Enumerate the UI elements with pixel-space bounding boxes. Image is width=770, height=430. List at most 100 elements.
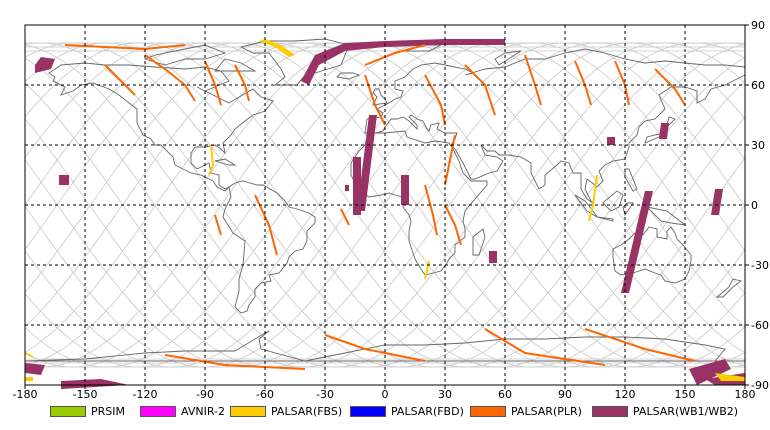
swath: [35, 57, 55, 73]
legend-swatch: [592, 405, 628, 417]
coastline: [596, 216, 614, 222]
legend-label: PALSAR(FBD): [391, 404, 464, 418]
swath: [301, 39, 505, 85]
swath-track: [584, 328, 696, 362]
y-tick-label: 0: [751, 199, 758, 212]
legend-swatch: [470, 405, 506, 417]
x-tick-label: -90: [196, 388, 214, 401]
swath-track: [654, 68, 686, 106]
legend: PRSIM AVNIR-2 PALSAR(FBS) PALSAR(FBD) PALSAR…: [0, 400, 770, 422]
y-tick-label: -30: [751, 259, 769, 272]
orbit-track: [24, 42, 746, 368]
coastline: [602, 190, 624, 212]
x-tick-label: 180: [735, 388, 756, 401]
coastline: [372, 88, 388, 106]
legend-item: PALSAR(WB1/WB2): [592, 404, 738, 418]
y-tick-label: 60: [751, 79, 765, 92]
swath-track: [424, 184, 438, 236]
legend-swatch: [50, 405, 86, 417]
x-tick-label: -120: [133, 388, 158, 401]
swath: [345, 185, 349, 191]
swath-track: [424, 260, 430, 280]
coastline: [336, 72, 361, 80]
swath: [25, 377, 33, 381]
legend-swatch: [350, 405, 386, 417]
swath-track: [234, 64, 250, 102]
legend-item: PALSAR(FBS): [230, 404, 342, 418]
swath: [61, 379, 129, 389]
swath: [353, 157, 361, 215]
legend-swatch: [230, 405, 266, 417]
swath: [259, 39, 295, 57]
legend-item: PALSAR(PLR): [470, 404, 582, 418]
swath-track: [164, 354, 306, 370]
swath-track: [324, 334, 426, 362]
legend-swatch: [140, 405, 176, 417]
swath-track: [204, 60, 222, 106]
swath-track: [424, 74, 446, 126]
swath: [689, 359, 731, 385]
y-tick-label: 90: [751, 19, 765, 32]
legend-label: PALSAR(WB1/WB2): [633, 404, 739, 418]
swath-track: [464, 64, 496, 116]
orbit-track: [24, 42, 746, 368]
swath-track: [588, 174, 598, 222]
coastline: [214, 158, 237, 166]
swath: [711, 189, 723, 215]
x-tick-label: -60: [256, 388, 274, 401]
coastline: [472, 228, 486, 256]
swath: [401, 175, 409, 205]
observation-swaths: [24, 39, 745, 389]
coastline: [24, 330, 745, 362]
swath-track: [24, 352, 34, 358]
coastline: [612, 226, 692, 284]
x-tick-label: 150: [675, 388, 696, 401]
legend-label: PALSAR(FBS): [271, 404, 343, 418]
coastline: [622, 202, 634, 217]
swath-track: [144, 54, 196, 102]
coastline: [715, 278, 743, 298]
swath-track: [208, 144, 215, 176]
legend-item: AVNIR-2: [140, 404, 225, 418]
latitude-tick-labels: 90 60 30 0 -30 -60 -90: [745, 19, 769, 392]
swath: [621, 191, 653, 293]
swath-track: [214, 214, 222, 236]
legend-label: AVNIR-2: [181, 404, 225, 418]
orbit-track: [24, 42, 746, 368]
y-tick-label: -90: [751, 379, 769, 392]
x-tick-label: 120: [615, 388, 636, 401]
swath: [489, 251, 497, 263]
coastline: [494, 50, 522, 66]
coastline: [214, 58, 257, 72]
longitude-tick-labels: -180 -150 -120 -90 -60 -30 0 30 60 90 120 150 180: [13, 385, 756, 401]
y-tick-label: -60: [751, 319, 769, 332]
swath: [25, 363, 45, 375]
swath-track: [340, 208, 350, 226]
legend-label: PALSAR(PLR): [511, 404, 582, 418]
swath: [659, 123, 669, 139]
swath: [715, 373, 745, 381]
swath: [59, 175, 69, 185]
legend-item: PALSAR(FBD): [350, 404, 464, 418]
lat-lon-grid: [25, 25, 745, 385]
swath-track: [484, 328, 606, 366]
x-tick-label: 90: [558, 388, 572, 401]
x-tick-label: 0: [382, 388, 389, 401]
swath: [357, 115, 377, 211]
x-tick-label: 60: [498, 388, 512, 401]
orbit-track: [24, 42, 746, 368]
x-tick-label: 30: [438, 388, 452, 401]
swath-track: [444, 204, 462, 246]
y-tick-label: 30: [751, 139, 765, 152]
coastline: [645, 206, 687, 226]
swath-track: [364, 44, 426, 66]
swath: [607, 137, 615, 145]
x-tick-label: -150: [73, 388, 98, 401]
coastline: [48, 62, 274, 192]
legend-item: PRSIM: [50, 404, 125, 418]
x-tick-label: -30: [316, 388, 334, 401]
x-tick-label: -180: [13, 388, 38, 401]
legend-label: PRSIM: [91, 404, 125, 418]
coastline: [574, 194, 598, 218]
